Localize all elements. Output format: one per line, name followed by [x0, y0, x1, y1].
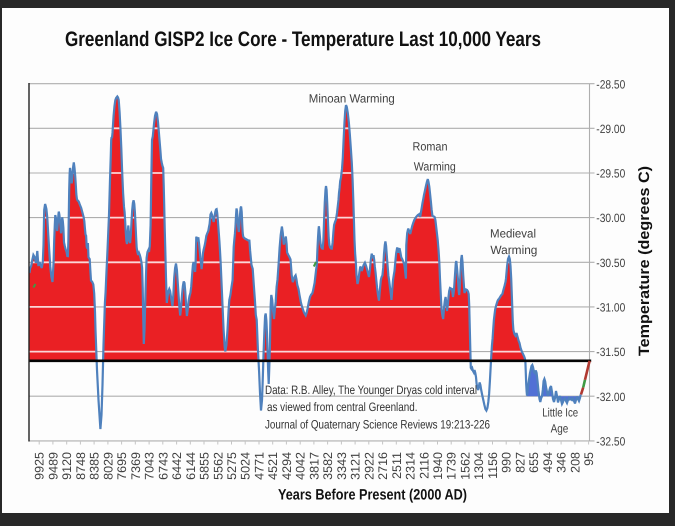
svg-text:-29.00: -29.00	[596, 122, 625, 136]
svg-text:346: 346	[555, 452, 569, 473]
svg-text:95: 95	[582, 452, 596, 466]
svg-text:5024: 5024	[239, 452, 253, 480]
svg-text:5855: 5855	[198, 452, 212, 480]
svg-text:990: 990	[500, 452, 514, 473]
svg-text:4042: 4042	[294, 452, 308, 480]
svg-text:2116: 2116	[417, 452, 431, 479]
svg-text:Minoan Warming: Minoan Warming	[309, 91, 395, 105]
svg-text:Medieval: Medieval	[490, 227, 536, 241]
svg-text:4521: 4521	[266, 452, 280, 480]
svg-text:Data: R.B. Alley, The Younger: Data: R.B. Alley, The Younger Dryas cold…	[265, 383, 477, 397]
svg-text:9120: 9120	[60, 452, 74, 480]
svg-text:655: 655	[527, 452, 541, 473]
svg-text:8748: 8748	[74, 452, 88, 480]
svg-text:7043: 7043	[143, 452, 157, 480]
svg-text:3817: 3817	[307, 452, 321, 480]
svg-text:3343: 3343	[335, 452, 349, 480]
svg-text:7695: 7695	[115, 452, 129, 480]
svg-text:7369: 7369	[129, 452, 143, 480]
svg-text:1940: 1940	[431, 452, 445, 480]
svg-text:9925: 9925	[33, 452, 47, 480]
svg-text:4771: 4771	[253, 452, 267, 480]
svg-text:3582: 3582	[321, 452, 335, 480]
svg-text:8029: 8029	[101, 452, 115, 480]
svg-text:2511: 2511	[390, 452, 404, 479]
svg-text:Age: Age	[551, 421, 569, 435]
svg-text:6144: 6144	[184, 452, 198, 480]
svg-text:Journal of Quaternary Science: Journal of Quaternary Science Reviews 19…	[265, 418, 490, 432]
svg-text:1304: 1304	[472, 452, 486, 480]
svg-text:-32.50: -32.50	[596, 435, 625, 449]
svg-text:8385: 8385	[88, 452, 102, 480]
svg-text:4294: 4294	[280, 452, 294, 480]
svg-text:1156: 1156	[486, 452, 500, 479]
svg-text:-29.50: -29.50	[596, 167, 625, 181]
svg-text:5562: 5562	[211, 452, 225, 480]
svg-text:-30.50: -30.50	[596, 256, 625, 270]
svg-text:208: 208	[568, 452, 582, 473]
svg-text:2922: 2922	[362, 452, 376, 480]
svg-text:-31.50: -31.50	[596, 345, 625, 359]
svg-text:as viewed from central Greenla: as viewed from central Greenland.	[267, 400, 418, 414]
svg-text:Warming: Warming	[414, 159, 456, 173]
svg-text:-31.00: -31.00	[596, 301, 625, 315]
svg-text:Roman: Roman	[413, 140, 448, 154]
svg-text:6743: 6743	[156, 452, 170, 480]
svg-text:2716: 2716	[376, 452, 390, 480]
svg-text:6442: 6442	[170, 452, 184, 480]
svg-text:494: 494	[541, 452, 555, 473]
svg-text:1739: 1739	[445, 452, 459, 480]
svg-text:-28.50: -28.50	[596, 77, 625, 91]
svg-text:2314: 2314	[404, 452, 418, 480]
svg-text:-30.00: -30.00	[596, 211, 625, 225]
svg-text:-32.00: -32.00	[596, 390, 625, 404]
svg-text:Warming: Warming	[490, 243, 537, 257]
svg-text:Years Before Present (2000 AD): Years Before Present (2000 AD)	[278, 487, 467, 504]
svg-text:5275: 5275	[225, 452, 239, 480]
svg-text:9489: 9489	[46, 452, 60, 480]
svg-text:Little Ice: Little Ice	[542, 406, 578, 420]
svg-text:Greenland GISP2 Ice Core - Tem: Greenland GISP2 Ice Core - Temperature L…	[65, 28, 541, 51]
svg-text:827: 827	[513, 452, 527, 473]
svg-text:Temperature (degrees C): Temperature (degrees C)	[636, 166, 653, 356]
svg-text:1562: 1562	[459, 452, 473, 480]
svg-text:3121: 3121	[349, 452, 363, 480]
